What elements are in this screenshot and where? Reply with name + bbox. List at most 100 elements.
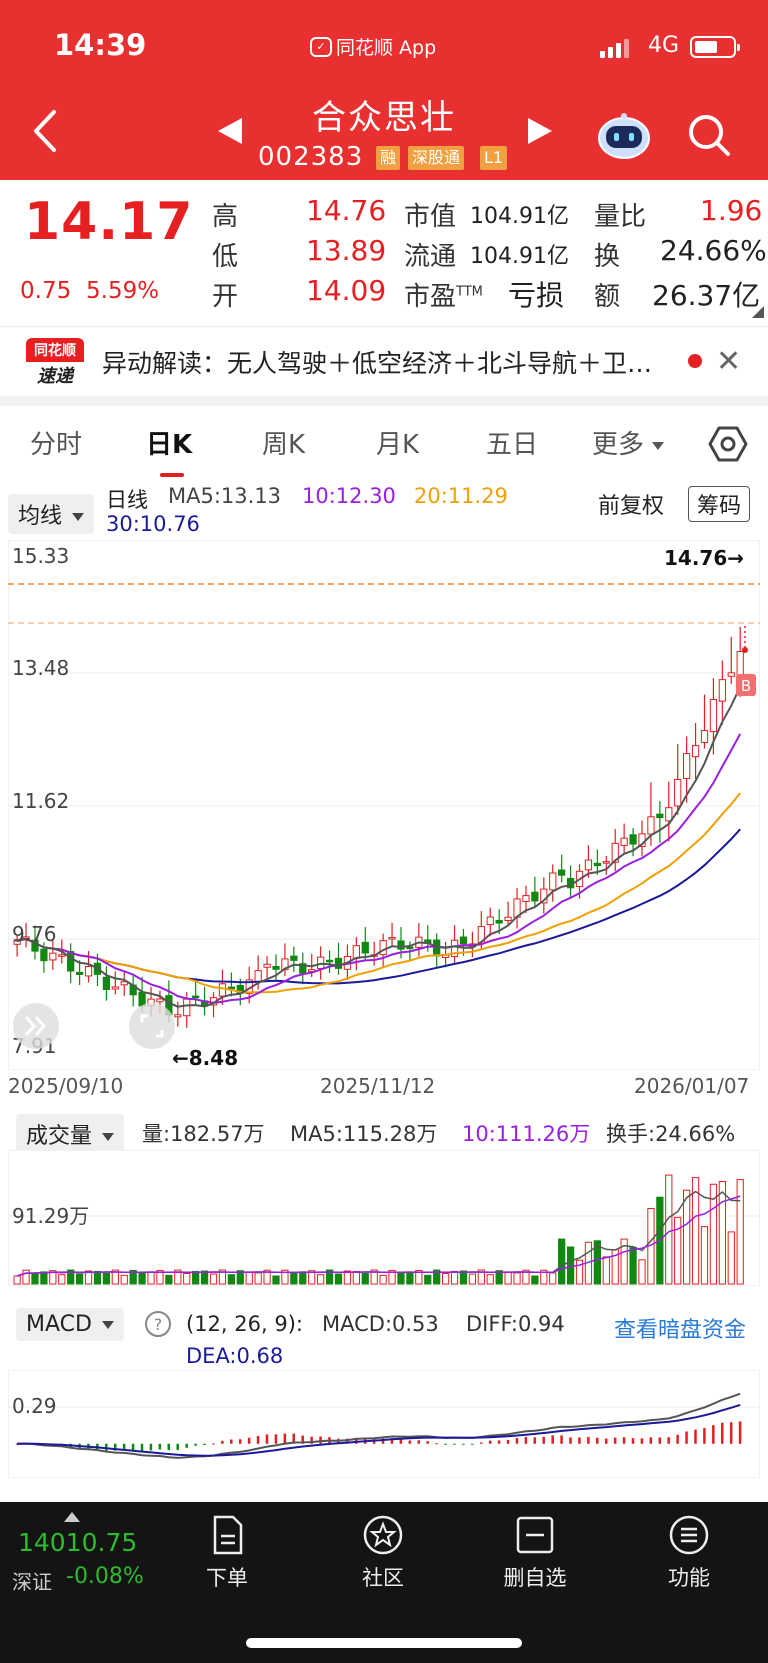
volume-bar [93,1270,102,1285]
volume-bar [620,1238,628,1285]
dea-line [17,1403,741,1457]
candle-body [40,948,48,962]
candle-body [549,872,557,891]
tab-weekly-k[interactable]: 周K [262,430,306,460]
ma20-value: 20:11.29 [414,484,508,508]
nav-remove-watchlist[interactable]: 删自选 [480,1514,590,1592]
volume-bar [486,1274,494,1285]
ma5-line [16,686,742,1008]
expand-up-icon[interactable] [64,1512,80,1522]
search-icon[interactable] [686,112,732,158]
tab-more[interactable]: 更多 [592,424,665,461]
ma-dropdown[interactable]: 均线 [8,494,95,534]
date-label-end: 2026/01/07 [634,1074,750,1098]
next-stock-icon[interactable] [526,116,554,146]
macd-chart[interactable] [8,1370,760,1478]
help-icon[interactable]: ? [144,1310,172,1338]
macd-bar [497,1440,501,1444]
chip-button[interactable]: 筹码 [688,486,751,522]
volume-bar [638,1259,646,1285]
candle-body [192,995,200,999]
tab-intraday[interactable]: 分时 [30,430,83,460]
volume-bar [424,1274,432,1285]
y-axis-label-1: 15.33 [12,544,70,568]
tab-daily-k[interactable]: 日K [146,430,193,460]
volume-bar [575,1259,584,1285]
volume-bar [227,1274,235,1285]
candle-body [486,916,494,926]
candle-body [49,952,57,961]
candle-body [620,837,628,846]
macd-bar [524,1436,528,1444]
news-headline[interactable]: 异动解读：无人驾驶＋低空经济＋北斗导航＋卫星导航概念 [102,349,662,378]
macd-bar [203,1443,206,1446]
prev-stock-icon[interactable] [216,116,244,146]
network-type: 4G [648,33,680,58]
dark-pool-link[interactable]: 查看暗盘资金 [614,1318,747,1343]
close-icon[interactable]: ✕ [716,344,742,379]
nav-order[interactable]: 下单 [172,1514,282,1592]
back-icon[interactable] [28,106,64,156]
fullscreen-icon[interactable] [128,1002,176,1050]
macd-y-label: 0.29 [12,1394,57,1418]
settings-icon[interactable] [708,424,748,464]
volume-bar [683,1189,691,1285]
expand-arrows-icon[interactable] [12,1002,60,1050]
volume-bar [49,1270,57,1285]
date-label-start: 2025/09/10 [8,1074,124,1098]
volume-dropdown[interactable]: 成交量 [16,1114,125,1154]
tab-monthly-k[interactable]: 月K [376,430,420,460]
news-banner[interactable] [0,326,768,394]
macd-bar [149,1443,153,1451]
nav-functions[interactable]: 功能 [634,1514,744,1592]
index-value[interactable]: 14010.75 [18,1528,138,1557]
robot-assistant-icon[interactable] [596,110,652,160]
macd-bar [712,1425,715,1444]
volume-bar [441,1272,450,1285]
tag-connect: 深股通 [408,146,465,170]
index-change: -0.08% [66,1564,144,1589]
ma10-value: 10:12.30 [302,484,396,508]
corner-expand-icon[interactable] [752,306,764,318]
nav-community[interactable]: 社区 [328,1514,438,1592]
macd-dropdown[interactable]: MACD [16,1308,124,1341]
volume-bar [84,1270,93,1285]
candle-body [31,939,39,952]
ma10-line [16,733,742,1004]
buy-marker [736,674,756,696]
macd-bar [381,1438,385,1444]
candle-body [290,955,298,961]
macd-bar [453,1443,456,1445]
macd-bar [131,1443,135,1451]
candlestick-chart[interactable]: B [8,540,760,1070]
macd-bar [355,1437,358,1444]
macd-dropdown-label: MACD [26,1312,92,1337]
volume-bar [325,1269,334,1285]
news-unread-dot [688,354,702,368]
news-logo-top: 同花顺 [34,343,76,359]
macd-bar [426,1441,429,1444]
volume-bar [709,1183,718,1285]
candle-body [111,986,119,990]
macd-bar [462,1443,465,1445]
candle-body [736,650,744,677]
volume-bar [593,1240,601,1285]
volume-chart[interactable] [8,1150,760,1286]
chevron-down-icon [652,441,665,450]
max-price-marker: 14.76→ [664,546,745,570]
volume-turnover: 换手:24.66% [606,1122,736,1146]
macd-bar [140,1443,144,1452]
adjust-mode[interactable]: 前复权 [598,494,665,519]
volume-bar [13,1275,21,1285]
last-price: 14.17 [24,192,194,252]
candle-body [629,834,637,845]
candle-body [450,939,459,957]
candle-body [361,941,369,954]
ma30-value: 30:10.76 [106,512,200,536]
tab-five-day[interactable]: 五日 [486,430,539,460]
candle-body [183,998,191,1017]
candle-body [700,730,709,743]
macd-bar [221,1440,224,1444]
macd-bar [685,1431,688,1444]
candle-body [317,956,325,969]
